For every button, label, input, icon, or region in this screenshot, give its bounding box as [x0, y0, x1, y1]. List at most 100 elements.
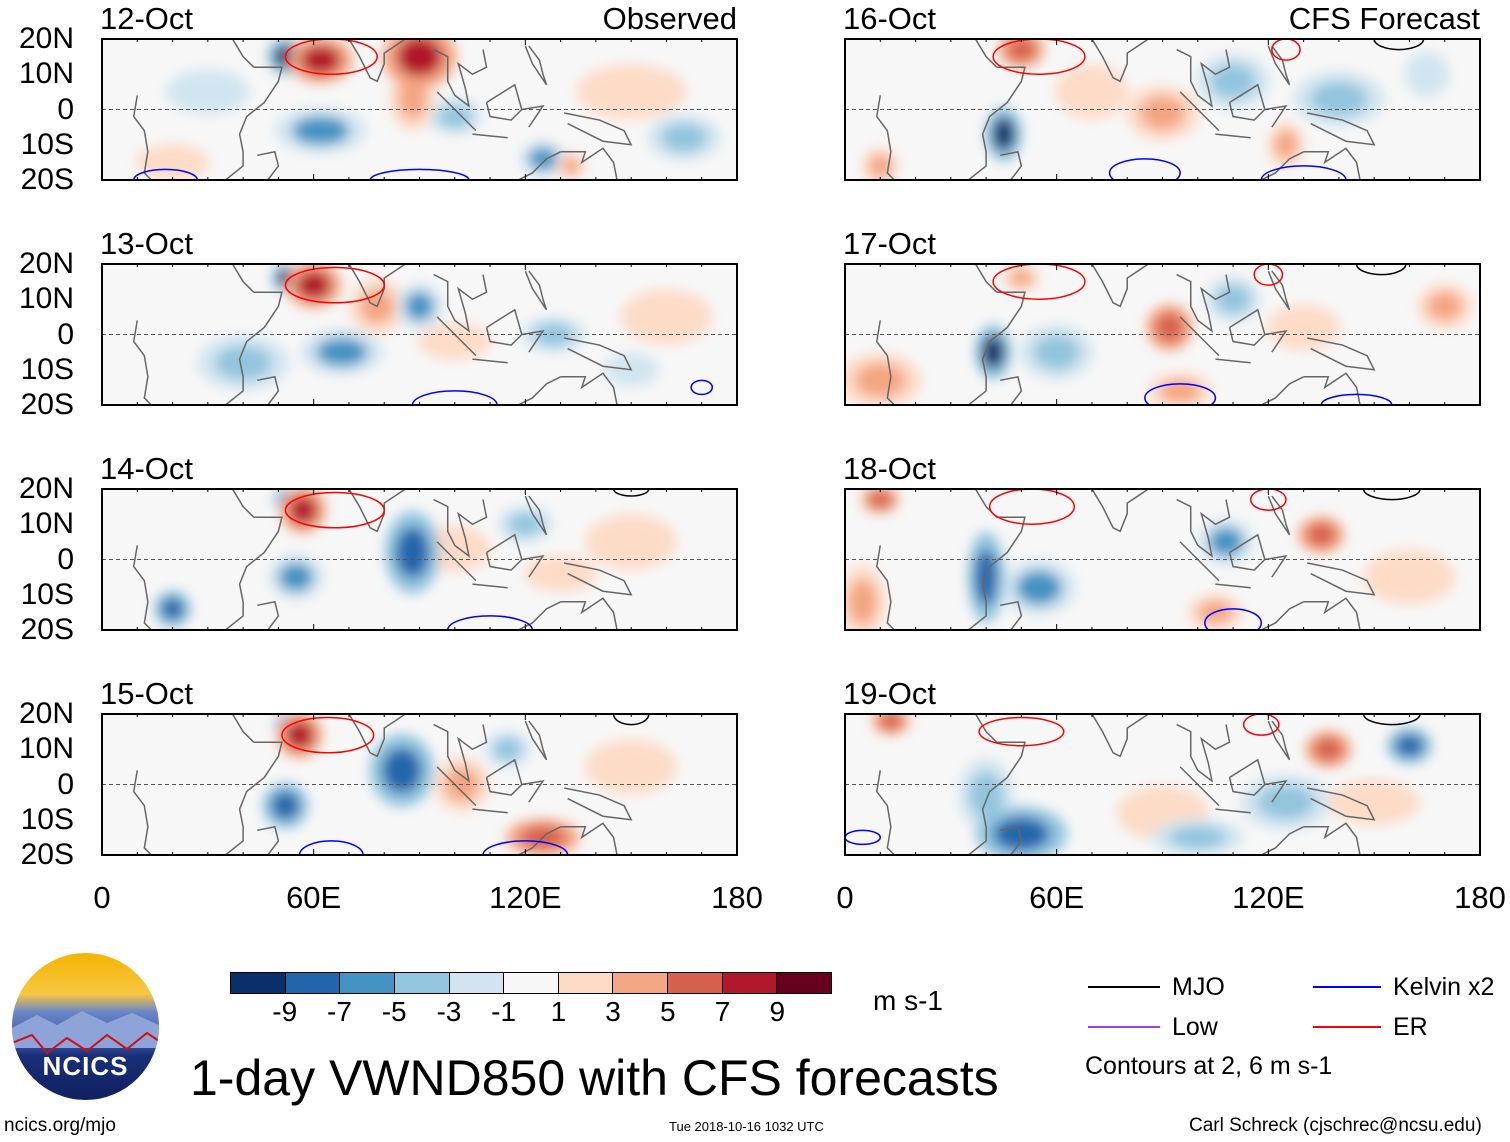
coastline: [1267, 45, 1291, 86]
coastline: [1046, 489, 1151, 533]
coastline: [1264, 554, 1288, 578]
map-panel-18-Oct: [844, 488, 1481, 631]
coastline: [1228, 758, 1266, 796]
coastline: [521, 554, 545, 578]
coastline: [521, 104, 545, 128]
contour-kelvin: [298, 840, 364, 855]
colorbar-label: -1: [491, 996, 517, 1027]
lon-label: 120E: [489, 880, 562, 915]
coastline: [563, 337, 633, 371]
coastline: [231, 39, 255, 68]
lat-label: 0: [57, 767, 74, 801]
coastline: [974, 264, 998, 293]
coastline: [1306, 787, 1376, 821]
mountain-icon: [12, 1011, 159, 1055]
lon-label: 180: [711, 880, 763, 915]
coastline: [1046, 714, 1151, 758]
lat-label: 20S: [20, 388, 74, 421]
contour-kelvin: [133, 168, 198, 180]
coastline: [1303, 147, 1361, 180]
contour-mjo: [1362, 489, 1421, 501]
contour-er: [992, 264, 1086, 300]
lat-label: 20S: [20, 163, 74, 196]
anomaly-blob: [398, 79, 427, 119]
colorbar-swatch: [340, 973, 395, 993]
map-panel-13-Oct: [101, 263, 738, 406]
map-panel-16-Oct: [844, 38, 1481, 181]
coastline: [521, 779, 545, 803]
coastline: [1176, 723, 1231, 783]
anomaly-blob: [149, 151, 196, 174]
anomaly-blob: [1314, 737, 1343, 761]
anomaly-blob: [1209, 527, 1243, 556]
anomaly-blob: [528, 147, 558, 171]
lat-label: 20S: [20, 838, 74, 871]
footer-timestamp: Tue 2018-10-16 1032 UTC: [669, 1119, 824, 1134]
coastline: [303, 264, 408, 308]
lat-label: 10N: [18, 507, 74, 541]
anomaly-blob: [1427, 292, 1462, 321]
contour-kelvin: [1108, 158, 1181, 180]
lat-label: 0: [57, 317, 74, 351]
coastline: [968, 291, 1026, 405]
anomaly-blob: [292, 116, 349, 145]
coastline: [472, 133, 508, 139]
contour-er: [284, 39, 378, 75]
coastline: [132, 770, 152, 855]
anomaly-blob: [165, 69, 251, 115]
anomaly-blob: [1007, 39, 1036, 61]
coastline: [1215, 583, 1251, 589]
coastline: [257, 375, 280, 405]
anomaly-blob: [1395, 734, 1424, 758]
coastline: [524, 720, 548, 761]
footer-url[interactable]: ncics.org/mjo: [4, 1115, 116, 1136]
anomaly-blob: [1069, 74, 1115, 109]
coastline: [132, 95, 152, 180]
anomaly-blob: [437, 105, 472, 128]
anomaly-blob: [1216, 285, 1250, 314]
coastline: [225, 516, 283, 630]
panel-kind-label: CFS Forecast: [1288, 1, 1480, 36]
anomaly-blob: [992, 117, 1016, 152]
contour-mjo: [612, 714, 650, 726]
coastline: [524, 270, 548, 311]
anomaly-blob: [1010, 269, 1033, 287]
figure-title: 1-day VWND850 with CFS forecasts: [190, 1050, 999, 1106]
anomaly-blob: [993, 816, 1050, 851]
contour-er: [978, 716, 1065, 747]
panel-date: 17-Oct: [843, 226, 937, 261]
coastline: [875, 770, 895, 855]
coastline: [1306, 112, 1376, 146]
map-panel-17-Oct: [844, 263, 1481, 406]
contour-kelvin: [845, 829, 882, 846]
anomaly-blob: [638, 299, 695, 334]
anomaly-blob: [316, 338, 368, 367]
anomaly-blob: [382, 747, 422, 793]
lon-label: 120E: [1232, 880, 1305, 915]
lon-label: 180: [1454, 880, 1506, 915]
anomaly-blob: [296, 271, 331, 300]
contour-er: [284, 491, 385, 529]
coastline: [433, 48, 488, 108]
coastline: [560, 822, 618, 855]
coastline: [225, 291, 283, 405]
coastline: [132, 545, 152, 630]
coastline: [225, 741, 283, 855]
contour-kelvin: [690, 379, 714, 396]
coastline: [516, 826, 561, 855]
anomaly-blob: [508, 512, 543, 536]
anomaly-blob: [300, 46, 341, 75]
colorbar-label: 1: [550, 996, 567, 1027]
coastline: [303, 39, 408, 83]
coastline: [968, 66, 1026, 180]
coastline: [1228, 308, 1266, 346]
contour-er: [1271, 39, 1301, 61]
anomaly-blob: [602, 749, 660, 784]
coastline: [1259, 826, 1304, 855]
anomaly-blob: [288, 496, 318, 525]
coastline: [225, 66, 283, 180]
coastline: [1264, 104, 1288, 128]
coastline: [485, 533, 523, 571]
anomaly-blob: [1034, 335, 1080, 370]
